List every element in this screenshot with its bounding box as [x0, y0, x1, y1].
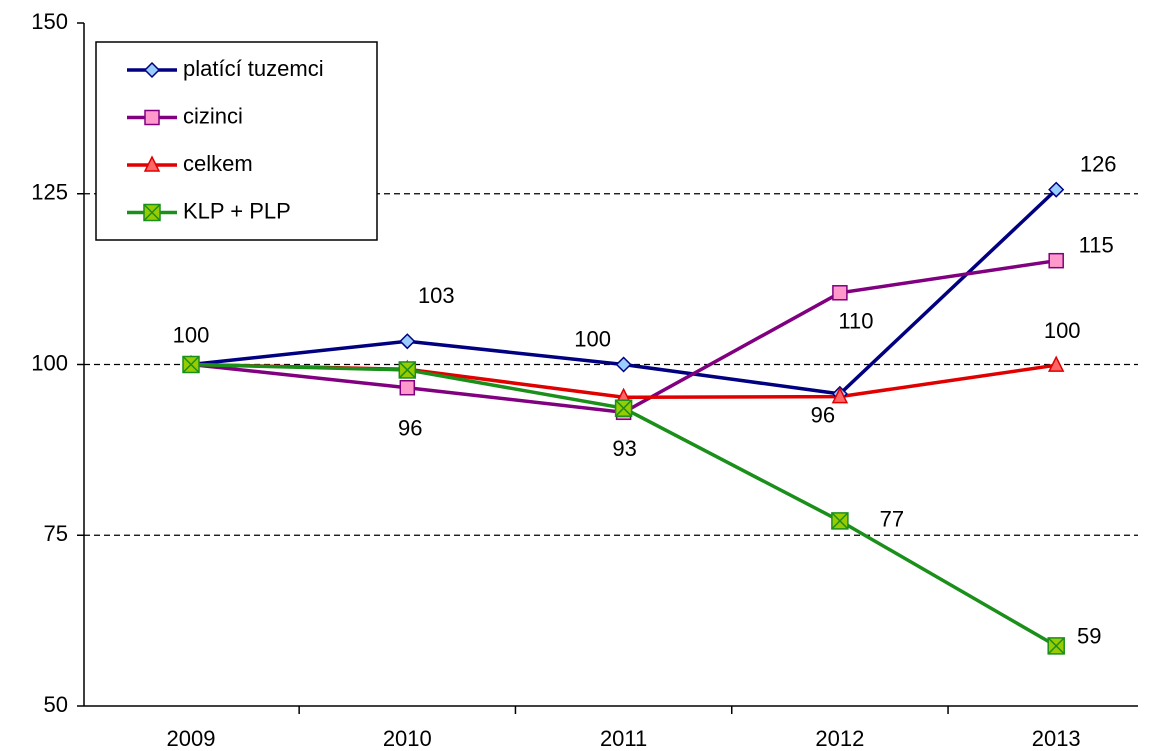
marker-cross [1047, 637, 1065, 655]
x-tick-label: 2013 [1032, 726, 1081, 751]
data-label: 100 [1044, 318, 1081, 343]
data-label: 96 [811, 403, 835, 428]
marker [1047, 355, 1065, 372]
x-tick-label: 2009 [167, 726, 216, 751]
y-tick-label: 50 [44, 692, 68, 717]
marker [1048, 181, 1065, 198]
legend: platící tuzemci cizinci celkem KLP + PLP [95, 41, 378, 241]
marker [832, 285, 848, 301]
data-label: 126 [1080, 151, 1117, 176]
data-label: 103 [418, 283, 455, 308]
data-label: 96 [398, 416, 422, 441]
marker [831, 512, 849, 530]
data-label: 59 [1077, 624, 1101, 649]
x-tick-label: 2012 [815, 726, 864, 751]
marker [143, 203, 161, 222]
marker [831, 386, 849, 404]
marker-cross [143, 203, 161, 222]
marker [1048, 252, 1064, 269]
marker-cross [182, 355, 200, 374]
marker [1047, 637, 1065, 655]
marker [182, 355, 200, 374]
y-tick-label: 150 [31, 9, 68, 34]
marker [143, 61, 161, 79]
data-label: 110 [838, 309, 873, 334]
marker [143, 155, 161, 172]
marker [399, 379, 416, 396]
marker-cross [615, 399, 633, 417]
marker [398, 361, 417, 379]
x-tick-label: 2010 [383, 726, 432, 751]
data-label: 115 [1079, 232, 1114, 257]
legend-label: KLP + PLP [183, 198, 291, 223]
data-label: 77 [880, 507, 904, 532]
marker [144, 109, 160, 126]
data-label: 100 [173, 322, 210, 347]
legend-label: celkem [183, 151, 253, 176]
marker [399, 333, 416, 350]
marker [614, 399, 633, 417]
legend-label: cizinci [183, 103, 243, 128]
y-tick-label: 125 [31, 180, 68, 205]
legend-label: platící tuzemci [183, 56, 324, 81]
legend-box [95, 41, 378, 241]
marker-cross [831, 512, 849, 530]
marker [615, 356, 632, 373]
data-label: 100 [574, 326, 611, 351]
y-tick-label: 100 [31, 350, 68, 375]
x-tick-label: 2011 [600, 726, 647, 751]
marker-cross [398, 361, 416, 379]
data-label: 93 [612, 436, 636, 461]
y-tick-label: 75 [44, 521, 68, 546]
